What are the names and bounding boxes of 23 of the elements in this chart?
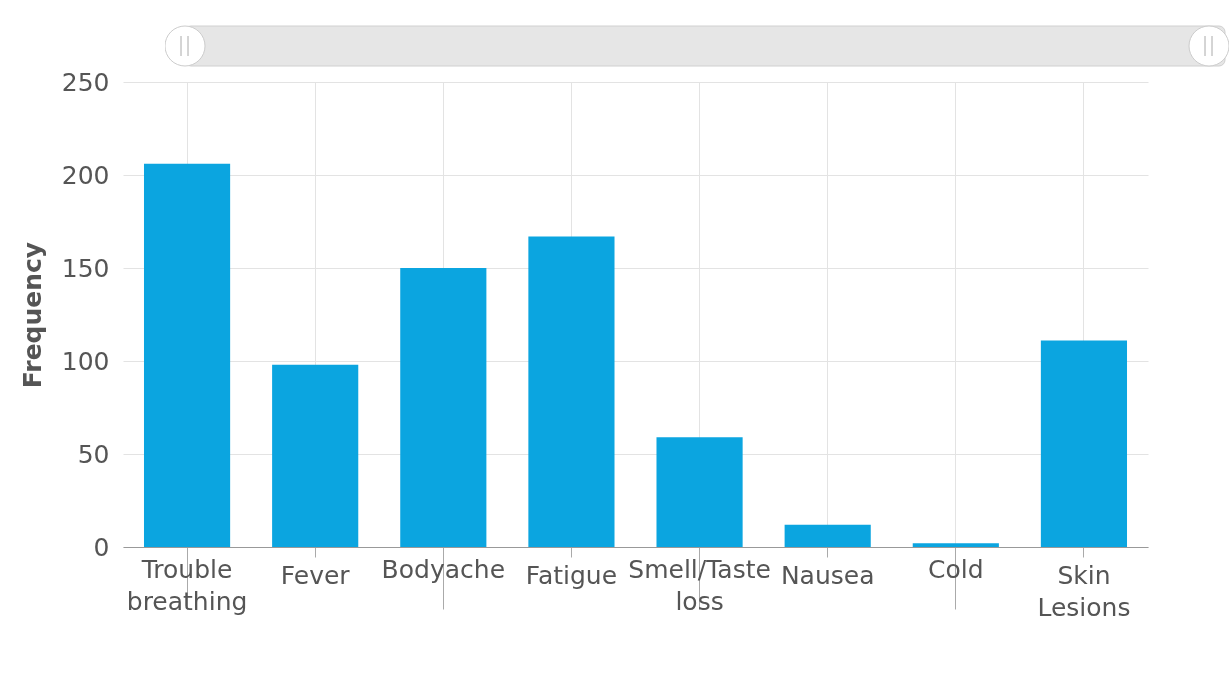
y-axis-title: Frequency bbox=[17, 241, 47, 389]
x-tick-label: Bodyache bbox=[381, 554, 506, 584]
y-tick-label: 0 bbox=[93, 532, 110, 562]
y-tick-label: 200 bbox=[61, 160, 110, 190]
bar bbox=[400, 268, 487, 547]
y-tick-label: 50 bbox=[77, 439, 110, 469]
bar bbox=[143, 163, 231, 547]
bar bbox=[1040, 340, 1128, 547]
bar bbox=[656, 437, 743, 547]
bar bbox=[272, 364, 359, 547]
x-tick-label: Nausea bbox=[780, 560, 875, 590]
bar bbox=[528, 236, 615, 547]
x-tick-label: Fatigue bbox=[525, 560, 618, 590]
y-tick-label: 150 bbox=[61, 253, 110, 283]
x-tick-label: Smell/Taste loss bbox=[628, 554, 771, 616]
x-tick-label: Trouble breathing bbox=[126, 554, 248, 616]
y-tick-label: 250 bbox=[61, 67, 110, 97]
bar bbox=[784, 524, 871, 547]
y-tick-label: 100 bbox=[61, 346, 110, 376]
x-tick-label: Skin Lesions bbox=[1037, 560, 1131, 622]
x-tick-label: Cold bbox=[928, 554, 984, 584]
bar bbox=[912, 543, 999, 547]
x-tick-label: Fever bbox=[280, 560, 351, 590]
